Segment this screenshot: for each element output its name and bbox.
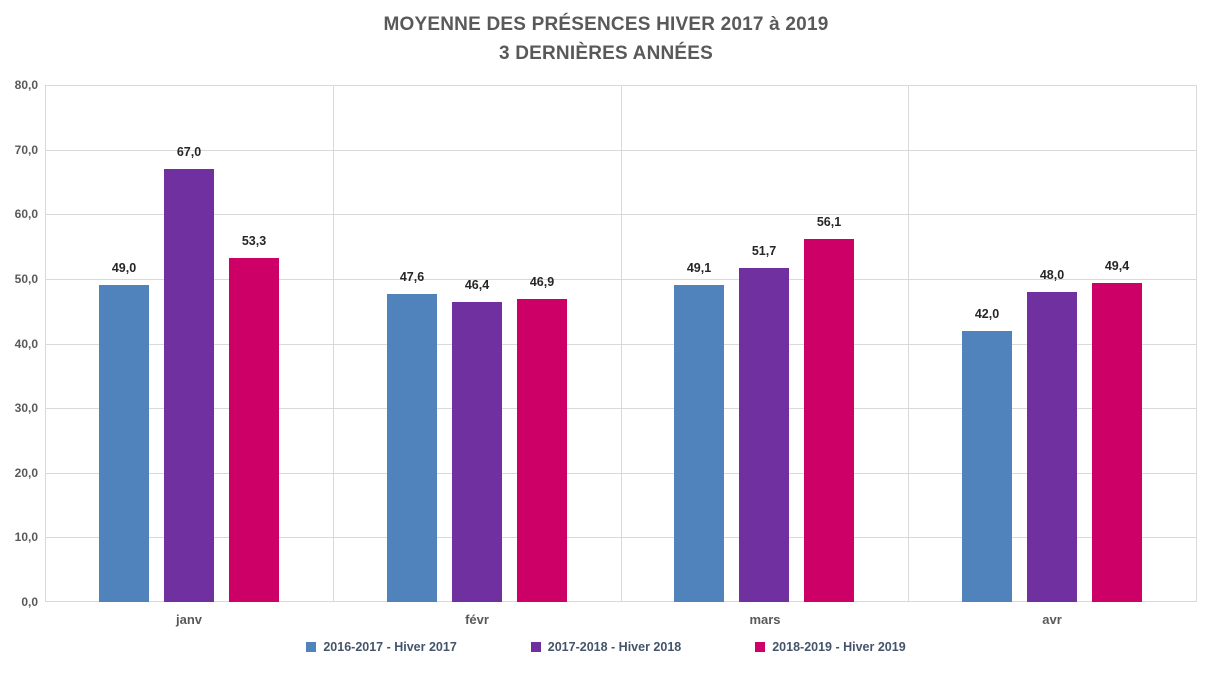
y-axis-tick-label: 30,0 — [14, 401, 38, 415]
horizontal-gridline — [45, 85, 1196, 86]
bar-value-label: 67,0 — [176, 145, 202, 159]
horizontal-gridline — [45, 601, 1196, 602]
bar — [804, 239, 854, 602]
legend: 2016-2017 - Hiver 2017 2017-2018 - Hiver … — [0, 639, 1212, 655]
y-axis-tick-label: 70,0 — [14, 143, 38, 157]
legend-label: 2016-2017 - Hiver 2017 — [323, 640, 457, 654]
vertical-gridline — [908, 85, 909, 602]
plot-area: 49,0 67,0 53,3 47,6 46,4 46,9 49,1 51,7 56,1 42,0… — [45, 85, 1197, 602]
bar-value-label: 51,7 — [751, 244, 777, 258]
bar-value-label: 53,3 — [241, 234, 267, 248]
legend-swatch — [530, 642, 541, 652]
vertical-gridline — [621, 85, 622, 602]
bar-value-label: 48,0 — [1039, 268, 1065, 282]
bar-value-label: 46,4 — [464, 278, 490, 292]
x-axis-category-label: avr — [1042, 612, 1062, 627]
vertical-gridline — [1196, 85, 1197, 602]
x-axis-category-label: mars — [749, 612, 781, 627]
legend-label: 2018-2019 - Hiver 2019 — [772, 640, 906, 654]
horizontal-gridline — [45, 150, 1196, 151]
bar-value-label: 56,1 — [816, 215, 842, 229]
x-axis-category-label: févr — [465, 612, 489, 627]
bar — [99, 285, 149, 602]
y-axis-tick-label: 10,0 — [14, 530, 38, 544]
legend-item: 2018-2019 - Hiver 2019 — [755, 639, 906, 655]
y-axis-tick-label: 20,0 — [14, 466, 38, 480]
legend-item: 2016-2017 - Hiver 2017 — [306, 639, 457, 655]
bar-value-label: 46,9 — [529, 275, 555, 289]
legend-label: 2017-2018 - Hiver 2018 — [547, 640, 682, 654]
bar — [452, 302, 502, 602]
x-axis-category-label: janv — [175, 612, 202, 627]
bar — [674, 285, 724, 602]
horizontal-gridline — [45, 408, 1196, 409]
horizontal-gridline — [45, 344, 1196, 345]
bar — [517, 299, 567, 602]
chart-title-line-2: 3 DERNIÈRES ANNÉES — [498, 43, 714, 64]
horizontal-gridline — [45, 279, 1196, 280]
y-axis-tick-label: 40,0 — [14, 337, 38, 351]
legend-item: 2017-2018 - Hiver 2018 — [530, 639, 682, 655]
y-axis-tick-label: 0,0 — [21, 595, 38, 609]
bar — [229, 258, 279, 602]
bar — [1092, 283, 1142, 602]
horizontal-gridline — [45, 473, 1196, 474]
bar — [164, 169, 214, 602]
horizontal-gridline — [45, 214, 1196, 215]
horizontal-gridline — [45, 537, 1196, 538]
y-axis-tick-label: 50,0 — [14, 272, 38, 286]
bar-value-label: 47,6 — [399, 270, 425, 284]
legend-swatch — [306, 642, 317, 652]
bar — [962, 331, 1012, 602]
chart-title-line-1: MOYENNE DES PRÉSENCES HIVER 2017 à 2019 — [383, 14, 829, 35]
bar — [1027, 292, 1077, 602]
legend-swatch — [755, 642, 766, 652]
bar — [387, 294, 437, 602]
vertical-gridline — [45, 85, 46, 602]
vertical-gridline — [333, 85, 334, 602]
y-axis-tick-label: 80,0 — [14, 78, 38, 92]
bar-value-label: 49,0 — [111, 261, 137, 275]
bar-value-label: 49,1 — [686, 261, 712, 275]
chart-title: MOYENNE DES PRÉSENCES HIVER 2017 à 2019 … — [0, 10, 1212, 68]
y-axis-tick-label: 60,0 — [14, 207, 38, 221]
bar — [739, 268, 789, 602]
bar-value-label: 42,0 — [974, 307, 1000, 321]
bar-value-label: 49,4 — [1104, 259, 1130, 273]
